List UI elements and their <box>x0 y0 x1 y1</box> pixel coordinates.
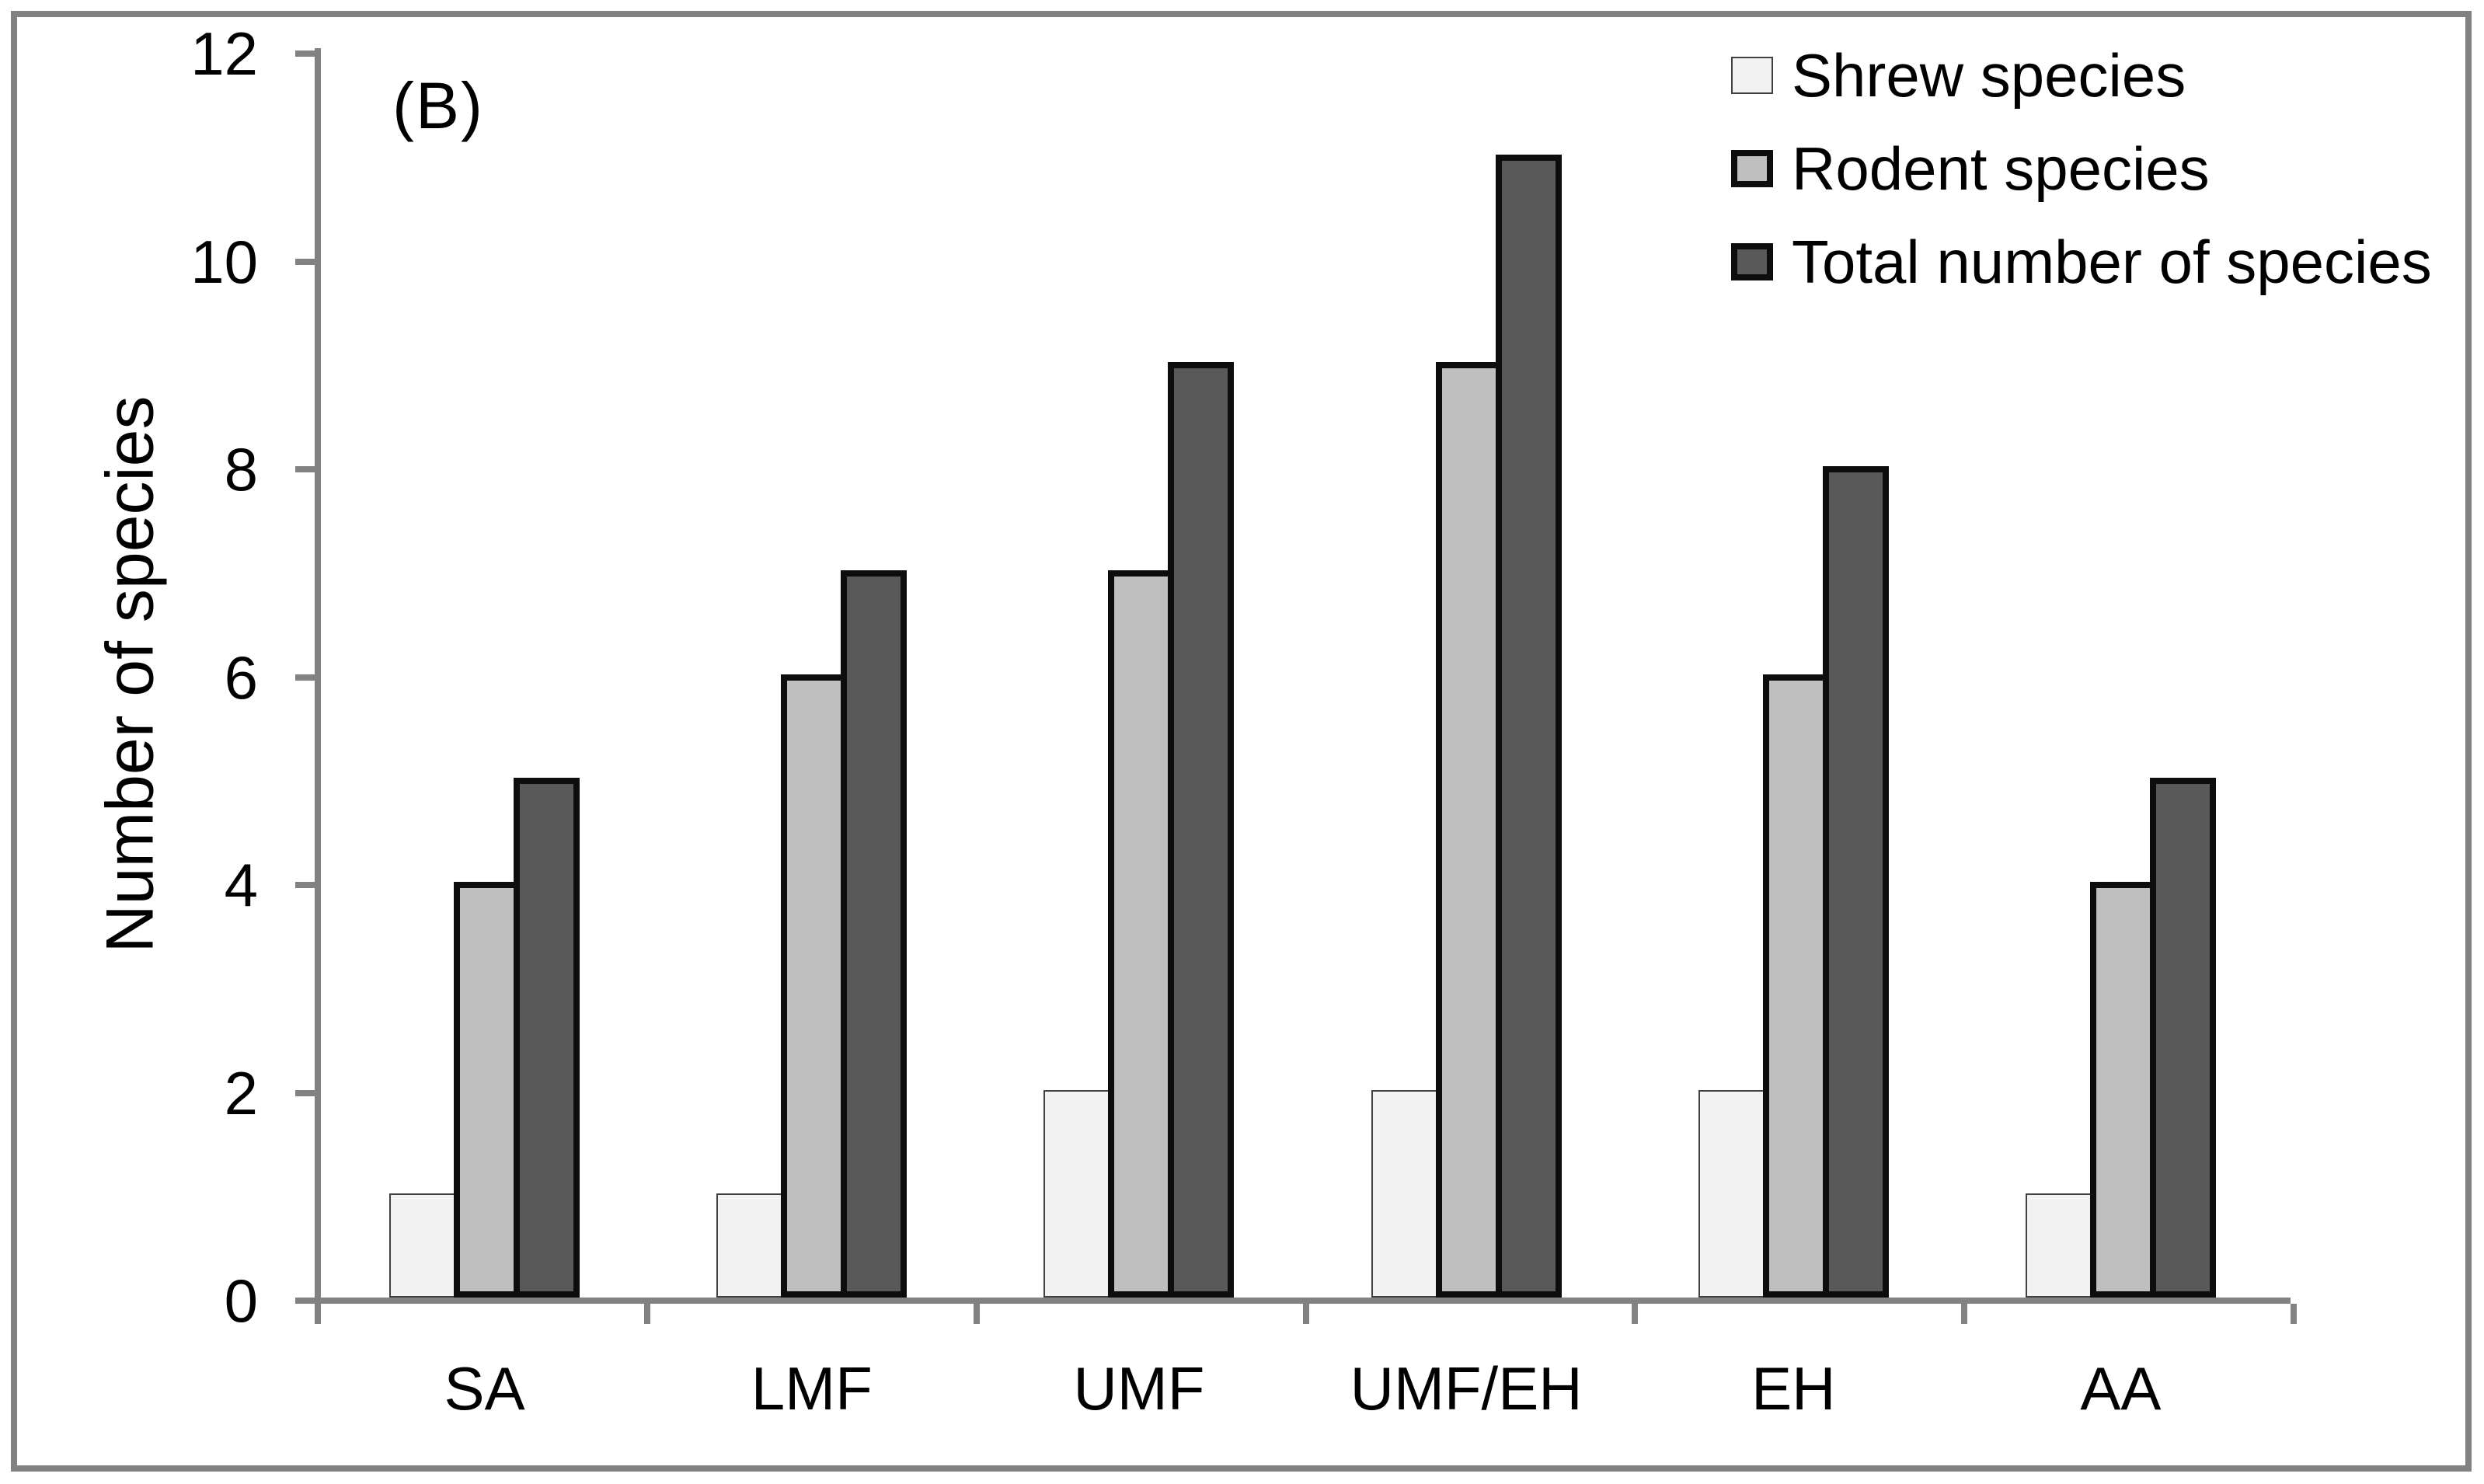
bar-total-sa <box>514 778 580 1298</box>
bar-total-umf <box>1168 362 1235 1298</box>
bar-rodent-umf-eh <box>1435 362 1502 1298</box>
x-tick <box>1961 1304 1968 1324</box>
y-tick-label: 10 <box>190 227 258 296</box>
legend-item: Shrew species <box>1731 45 2432 106</box>
bar-shrew-umf-eh <box>1371 1089 1437 1298</box>
x-category-label: UMF <box>1073 1354 1205 1423</box>
y-tick <box>295 466 315 472</box>
bar-rodent-lmf <box>781 674 848 1298</box>
bar-group-sa <box>321 51 648 1298</box>
bar-rodent-sa <box>454 882 521 1298</box>
y-tick <box>295 51 315 57</box>
plot-area <box>321 51 2284 1298</box>
bar-shrew-lmf <box>716 1193 783 1298</box>
bar-group-umf <box>975 51 1302 1298</box>
bar-total-lmf <box>841 570 908 1298</box>
panel-label: (B) <box>392 69 484 142</box>
y-tick <box>295 1298 315 1304</box>
bar-group-umf-eh <box>1303 51 1630 1298</box>
x-axis-labels: SA LMF UMF UMF/EH EH AA <box>321 1353 2284 1423</box>
x-axis-line <box>315 1298 2291 1304</box>
bar-shrew-aa <box>2025 1193 2092 1298</box>
x-tick <box>315 1304 321 1324</box>
bar-shrew-umf <box>1043 1089 1110 1298</box>
x-tick <box>1302 1304 1309 1324</box>
bar-group-lmf <box>648 51 975 1298</box>
legend-label: Rodent species <box>1792 134 2210 203</box>
legend-label: Total number of species <box>1792 228 2432 296</box>
legend-swatch-icon <box>1731 150 1773 187</box>
bar-rodent-umf <box>1108 570 1175 1298</box>
x-tick <box>643 1304 650 1324</box>
legend-item: Total number of species <box>1731 232 2432 292</box>
y-tick-label: 4 <box>224 851 258 919</box>
y-tick-label: 8 <box>224 435 258 503</box>
bar-group-eh <box>1630 51 1957 1298</box>
x-tick <box>2291 1304 2297 1324</box>
y-tick <box>295 1089 315 1096</box>
y-tick-label: 12 <box>190 19 258 88</box>
y-axis-line <box>315 48 321 1304</box>
y-tick <box>295 674 315 681</box>
legend-label: Shrew species <box>1792 41 2186 110</box>
x-category-label: SA <box>444 1354 525 1423</box>
legend-swatch-icon <box>1731 243 1773 280</box>
bar-total-umf-eh <box>1495 154 1562 1298</box>
y-tick <box>295 882 315 888</box>
x-tick <box>973 1304 980 1324</box>
legend-item: Rodent species <box>1731 138 2432 199</box>
legend: Shrew species Rodent species Total number … <box>1731 45 2432 325</box>
y-tick <box>295 258 315 265</box>
y-tick-label: 0 <box>224 1266 258 1335</box>
bar-shrew-eh <box>1698 1089 1765 1298</box>
y-tick-label: 2 <box>224 1058 258 1127</box>
bar-rodent-eh <box>1762 674 1829 1298</box>
legend-swatch-icon <box>1731 57 1773 94</box>
x-category-label: LMF <box>751 1354 873 1423</box>
bar-total-aa <box>2149 778 2216 1298</box>
bar-rodent-aa <box>2089 882 2156 1298</box>
bar-total-eh <box>1822 466 1889 1298</box>
x-category-label: AA <box>2080 1354 2162 1423</box>
y-tick-label: 6 <box>224 643 258 712</box>
x-category-label: UMF/EH <box>1350 1354 1583 1423</box>
bar-shrew-sa <box>389 1193 456 1298</box>
x-category-label: EH <box>1751 1354 1836 1423</box>
bar-group-aa <box>1957 51 2284 1298</box>
x-tick <box>1632 1304 1639 1324</box>
